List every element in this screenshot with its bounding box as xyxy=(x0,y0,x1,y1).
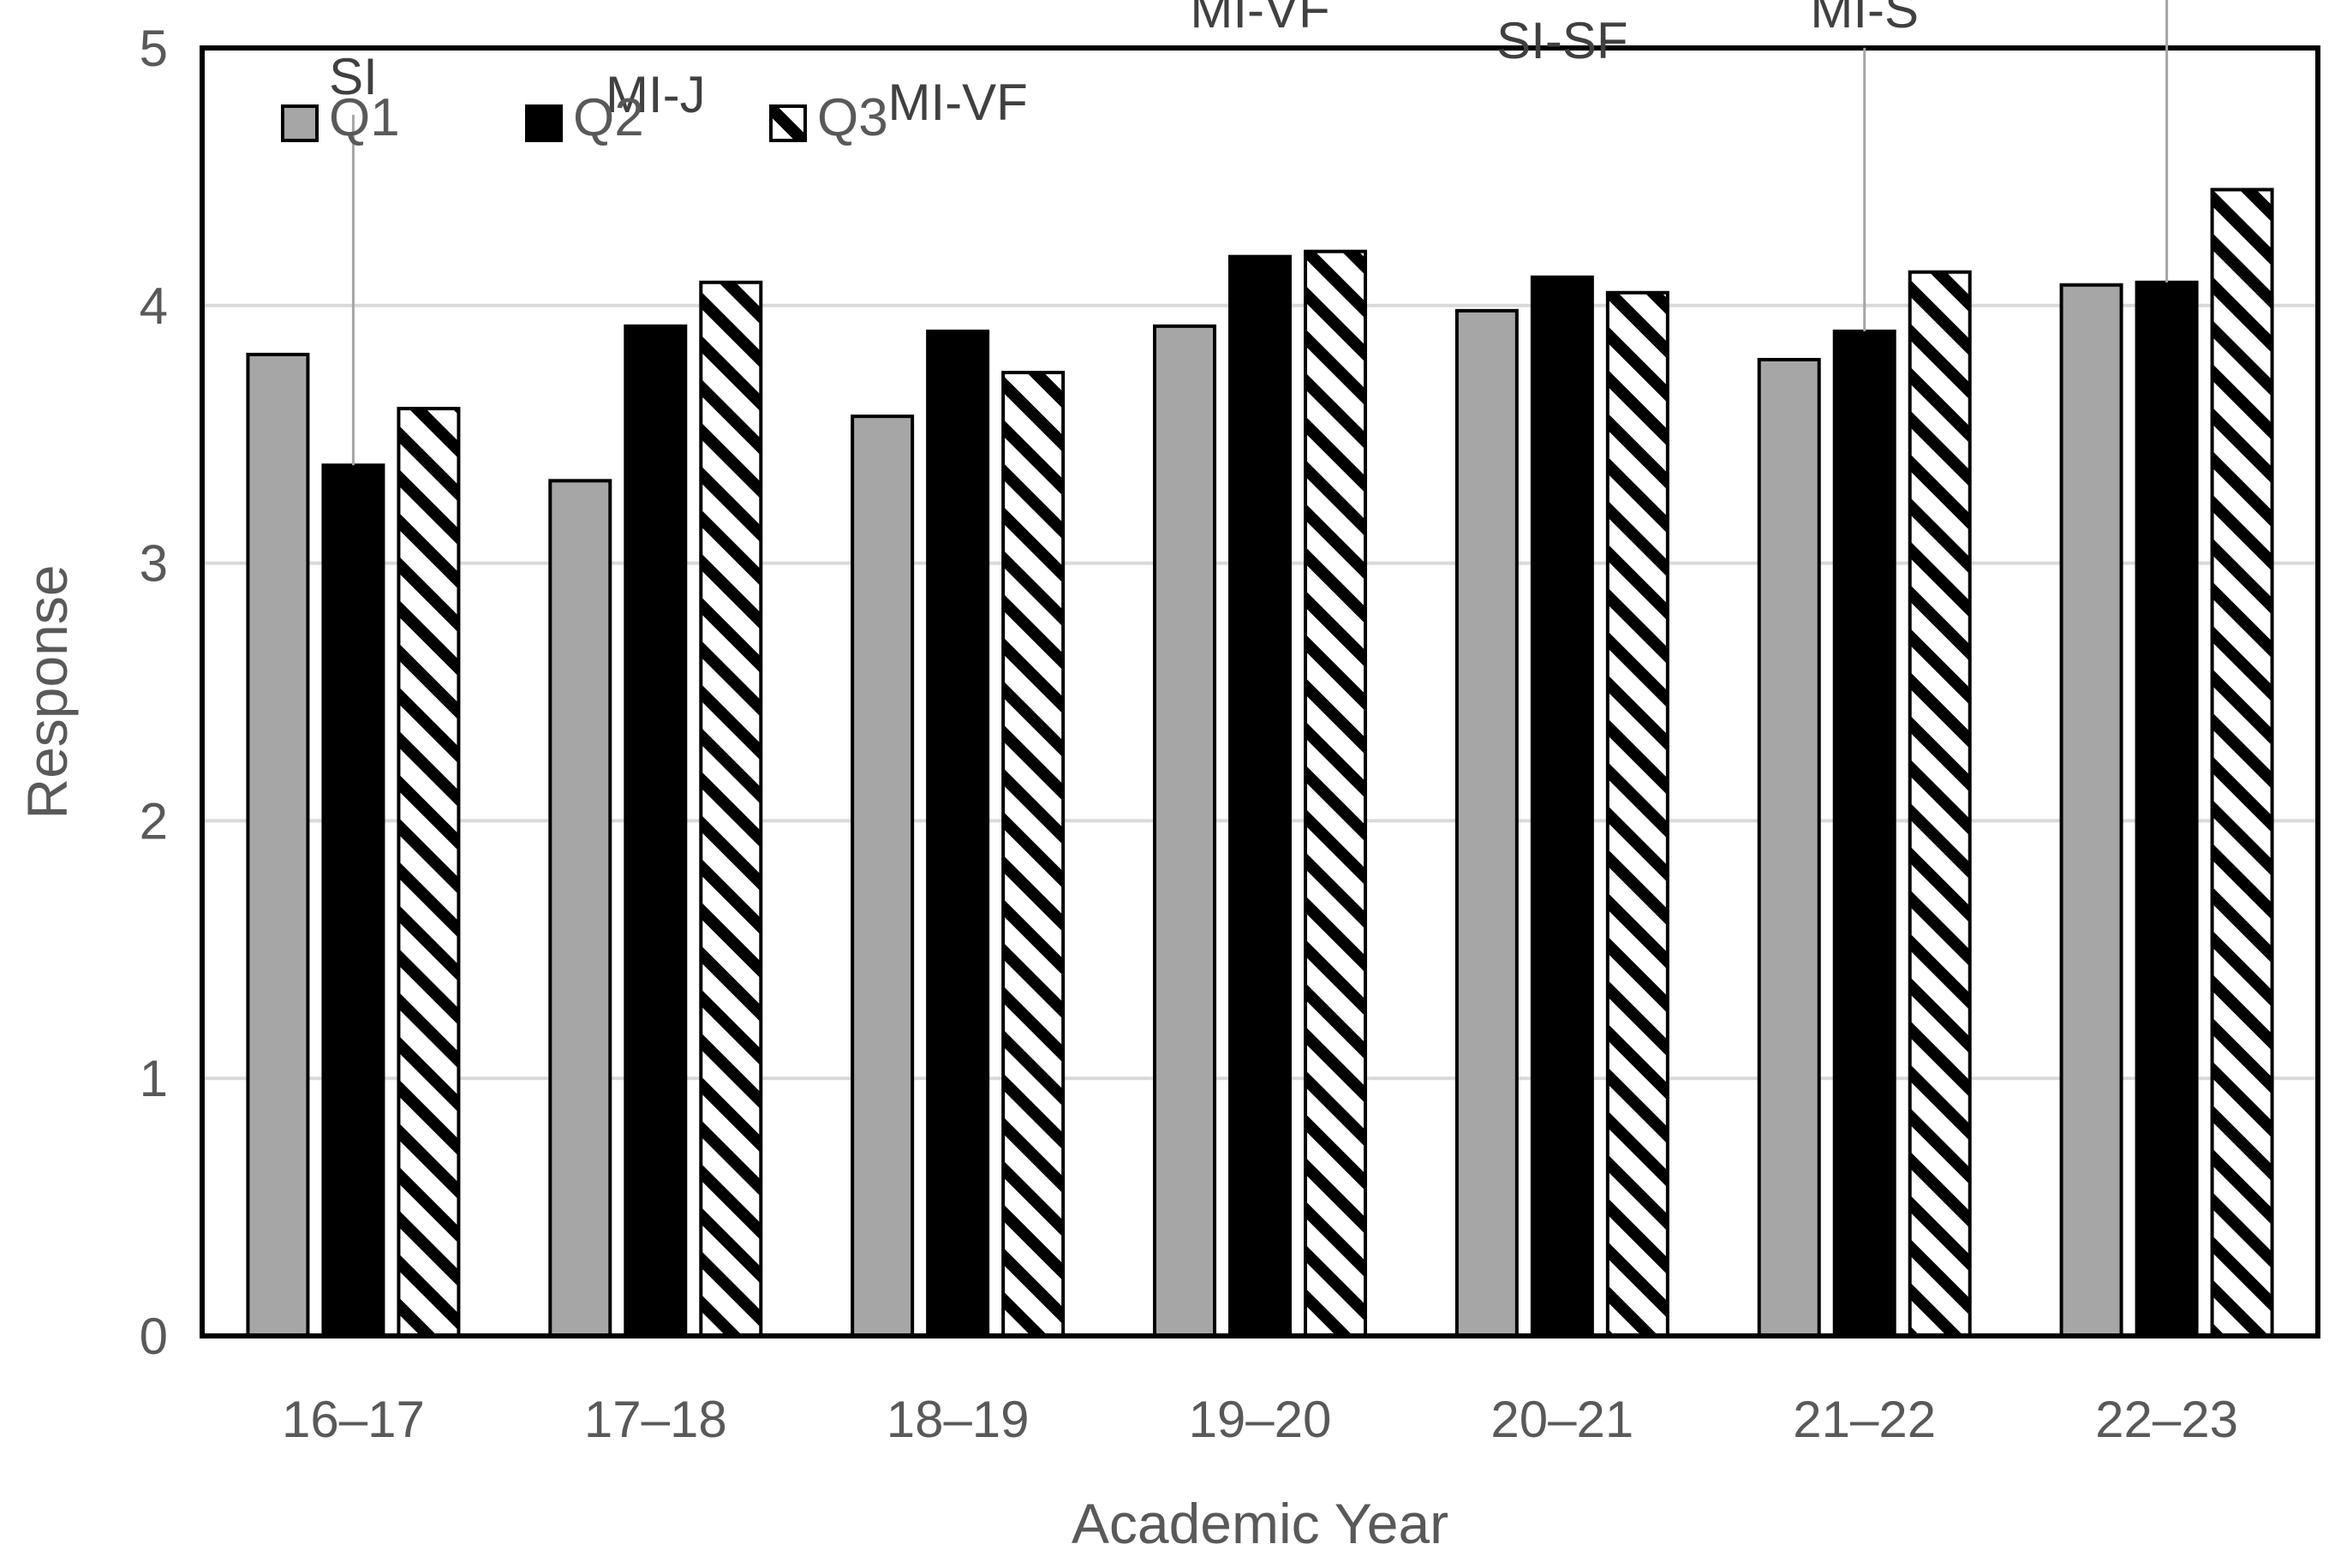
y-tick-label-4: 4 xyxy=(140,277,168,335)
bars xyxy=(246,188,2274,1338)
x-tick-label-20–21: 20–21 xyxy=(1490,1391,1633,1448)
bar-q1-18–19 xyxy=(851,414,915,1338)
x-tick-label-22–23: 22–23 xyxy=(2095,1391,2238,1448)
bar-q3-16–17 xyxy=(397,407,461,1338)
bar-q3-18–19 xyxy=(1001,371,1066,1338)
bar-q2-20–21 xyxy=(1530,275,1594,1338)
annotation-label-5: SI-SF xyxy=(1496,12,1627,69)
bar-q3-21–22 xyxy=(1908,270,1972,1338)
x-tick-label-21–22: 21–22 xyxy=(1793,1391,1936,1448)
bar-q2-22–23 xyxy=(2135,280,2199,1338)
bar-q2-18–19 xyxy=(926,329,990,1338)
axes: 0 1 2 3 4 5 16–17 17–18 18–19 19–20 20–21 21–22 22–2… xyxy=(15,20,2320,1555)
bar-q1-19–20 xyxy=(1153,324,1216,1338)
plot-frame xyxy=(200,45,2320,1338)
legend-swatch-q3 xyxy=(769,104,807,142)
annotation-label-1: SI xyxy=(329,48,378,105)
y-tick-label-3: 3 xyxy=(140,535,168,593)
x-tick-label-18–19: 18–19 xyxy=(887,1391,1030,1448)
y-tick-label-5: 5 xyxy=(140,20,168,77)
bar-q1-21–22 xyxy=(1757,357,1821,1338)
legend: Q1 Q2 Q3 xyxy=(281,88,888,147)
bar-q3-20–21 xyxy=(1605,290,1669,1338)
annotation-label-4: MI-VF xyxy=(1190,0,1329,39)
x-tick-label-17–18: 17–18 xyxy=(584,1391,727,1448)
legend-label-q1: Q1 xyxy=(329,88,400,147)
bar-q1-22–23 xyxy=(2059,283,2123,1338)
legend-swatch-q1 xyxy=(281,104,319,142)
y-tick-label-0: 0 xyxy=(140,1308,168,1365)
bar-q3-22–23 xyxy=(2210,188,2274,1338)
bar-q2-21–22 xyxy=(1832,329,1896,1338)
bar-q3-19–20 xyxy=(1304,249,1367,1338)
bar-q1-16–17 xyxy=(246,352,310,1338)
bar-q2-19–20 xyxy=(1228,254,1292,1338)
y-tick-label-2: 2 xyxy=(140,792,168,850)
annotation-label-6: MI-S xyxy=(1810,0,1919,39)
annotation-label-3: MI-VF xyxy=(887,74,1027,131)
annotation-label-2: MI-J xyxy=(606,66,706,123)
legend-swatch-q2 xyxy=(525,104,563,142)
legend-label-q2: Q2 xyxy=(573,88,644,147)
x-tick-label-19–20: 19–20 xyxy=(1189,1391,1332,1448)
legend-label-q3: Q3 xyxy=(817,88,888,147)
bar-q1-20–21 xyxy=(1454,308,1519,1338)
bar-q2-17–18 xyxy=(624,324,688,1338)
y-axis-title: Response xyxy=(15,564,79,819)
bar-q2-16–17 xyxy=(321,463,385,1338)
bar-q3-17–18 xyxy=(699,280,763,1338)
x-tick-label-16–17: 16–17 xyxy=(282,1391,425,1448)
y-tick-label-1: 1 xyxy=(140,1050,168,1107)
bar-q1-17–18 xyxy=(548,479,612,1338)
x-axis-title: Academic Year xyxy=(1072,1492,1448,1555)
